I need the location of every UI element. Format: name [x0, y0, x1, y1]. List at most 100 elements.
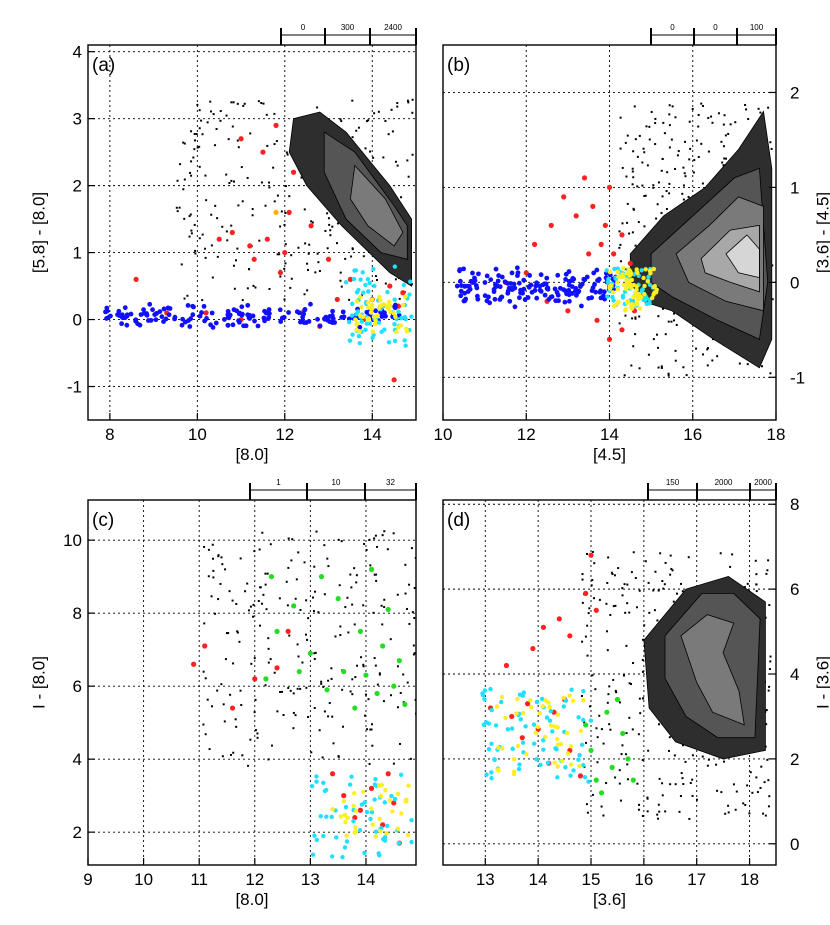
field-point — [331, 715, 334, 718]
green-sources-point — [357, 628, 364, 635]
field-point — [175, 206, 178, 209]
field-point — [671, 569, 674, 572]
blue-sources-point — [595, 278, 600, 283]
blue-sources-point — [488, 277, 494, 283]
field-point — [396, 164, 399, 167]
field-point — [658, 810, 661, 813]
field-point — [617, 567, 620, 570]
plot-frame — [442, 499, 777, 866]
blue-sources-point — [357, 324, 363, 330]
yellow-sources-point — [578, 728, 584, 733]
field-point — [755, 776, 758, 779]
field-point — [706, 348, 709, 351]
field-point — [209, 100, 212, 103]
blue-sources-point — [187, 324, 193, 329]
yellow-sources-point — [383, 788, 388, 793]
field-point — [659, 552, 662, 555]
cyan-sources-point — [369, 809, 375, 815]
yellow-sources-point — [345, 815, 350, 821]
cyan-sources-point — [329, 814, 334, 820]
field-point — [351, 99, 354, 102]
field-point — [720, 140, 723, 143]
red-sources-point — [202, 643, 208, 649]
field-point — [619, 116, 622, 119]
field-point — [691, 107, 694, 110]
red-sources-point — [588, 552, 594, 558]
blue-sources-point — [294, 309, 300, 315]
green-sources-point — [274, 628, 280, 635]
field-point — [265, 113, 268, 116]
x-tick-label: 17 — [687, 870, 706, 889]
field-point — [768, 667, 771, 670]
cyan-sources-point — [541, 747, 546, 752]
yellow-sources-point — [649, 295, 655, 301]
field-point — [382, 700, 385, 703]
field-point — [678, 810, 681, 813]
yellow-sources-point — [581, 697, 586, 703]
field-point — [351, 603, 354, 606]
field-point — [680, 772, 683, 775]
blue-sources-point — [262, 318, 267, 324]
yellow-sources-point — [546, 700, 551, 705]
field-point — [217, 598, 220, 601]
field-point — [339, 634, 342, 637]
y-tick-label: 4 — [790, 665, 799, 684]
field-point — [621, 594, 624, 597]
green-sources-point — [268, 574, 275, 580]
field-point — [326, 247, 329, 250]
field-point — [585, 803, 588, 806]
field-point — [362, 663, 365, 666]
yellow-sources-point — [404, 797, 409, 802]
field-point — [628, 232, 631, 235]
blue-sources-point — [476, 271, 481, 277]
field-point — [212, 576, 215, 579]
field-point — [253, 657, 256, 660]
field-point — [224, 568, 227, 571]
red-sources-point — [277, 270, 284, 276]
cyan-sources-point — [377, 853, 382, 858]
green-sources-point — [609, 764, 615, 770]
field-point — [216, 689, 219, 692]
field-point — [619, 799, 622, 802]
field-point — [288, 195, 291, 198]
field-point — [679, 795, 682, 798]
yellow-sources-point — [645, 279, 650, 284]
field-point — [334, 635, 337, 638]
blue-sources-point — [346, 316, 352, 322]
field-point — [294, 714, 297, 717]
blue-sources-point — [508, 281, 514, 286]
field-point — [648, 125, 651, 128]
blue-sources-point — [509, 270, 515, 276]
field-point — [353, 567, 356, 570]
field-point — [204, 677, 207, 680]
field-point — [249, 738, 252, 741]
field-point — [363, 542, 366, 545]
field-point — [264, 684, 267, 687]
field-point — [257, 599, 260, 602]
field-point — [638, 697, 641, 700]
yellow-sources-point — [651, 292, 656, 297]
x-tick-label: 10 — [188, 425, 207, 444]
y-tick-label: 10 — [63, 531, 82, 550]
cyan-sources-point — [409, 818, 414, 823]
yellow-sources-point — [615, 269, 621, 275]
field-point — [220, 683, 223, 686]
blue-sources-point — [518, 290, 523, 296]
field-point — [396, 665, 399, 668]
x-tick-label: 11 — [190, 870, 208, 889]
yellow-sources-point — [380, 302, 385, 307]
field-point — [676, 592, 679, 595]
field-point — [204, 174, 207, 177]
blue-sources-point — [329, 319, 335, 325]
field-point — [621, 166, 624, 169]
field-point — [364, 693, 367, 696]
field-point — [636, 185, 639, 188]
yellow-sources-point — [515, 743, 521, 749]
field-point — [374, 534, 377, 537]
blue-sources-point — [562, 299, 568, 305]
blue-sources-point — [197, 313, 203, 319]
field-point — [267, 758, 270, 761]
field-point — [689, 147, 692, 150]
field-point — [716, 789, 719, 792]
field-point — [201, 299, 204, 302]
